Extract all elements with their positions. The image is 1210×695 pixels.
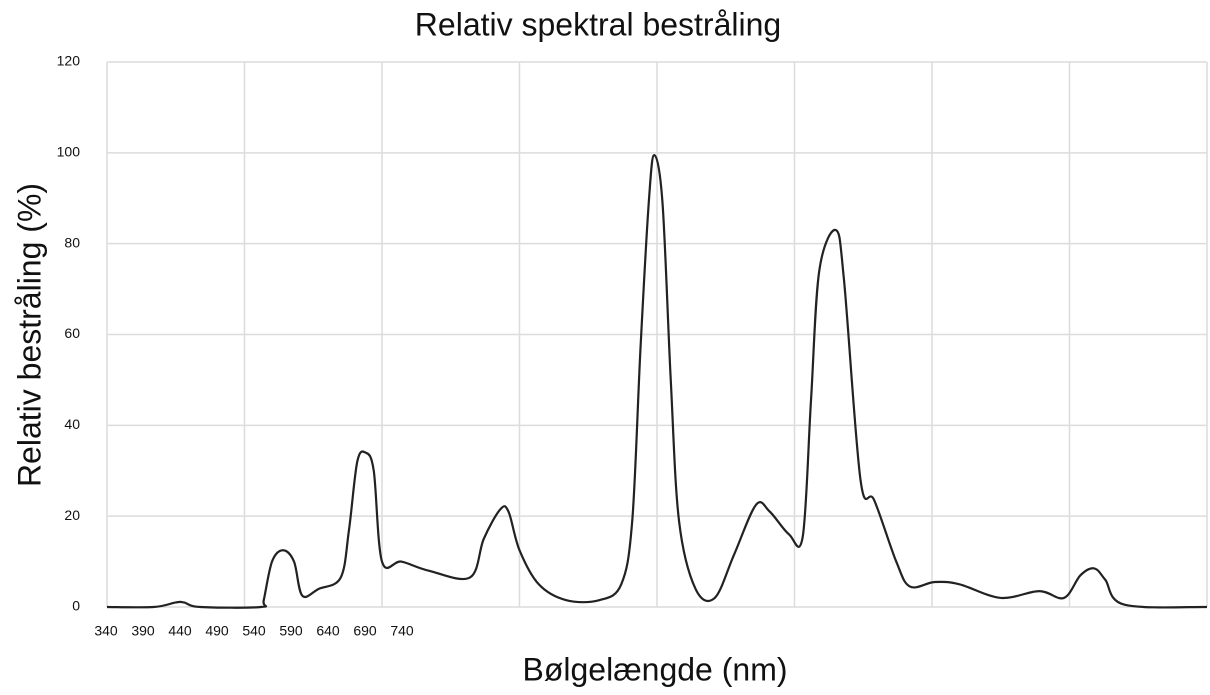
x-tick-label: 740 xyxy=(390,623,414,639)
x-tick-label: 390 xyxy=(131,623,155,639)
x-tick-label: 540 xyxy=(242,623,266,639)
y-tick-label: 60 xyxy=(64,325,80,341)
y-tick-label: 80 xyxy=(64,234,80,250)
x-tick-label: 340 xyxy=(94,623,118,639)
x-tick-label: 640 xyxy=(316,623,340,639)
x-tick-label: 690 xyxy=(353,623,377,639)
y-tick-label: 40 xyxy=(64,416,80,432)
y-tick-label: 20 xyxy=(64,507,80,523)
x-axis-label: Bølgelængde (nm) xyxy=(523,651,788,687)
x-tick-label: 440 xyxy=(168,623,192,639)
y-tick-label: 0 xyxy=(72,598,80,614)
y-tick-label: 100 xyxy=(57,144,81,160)
x-tick-label: 490 xyxy=(205,623,229,639)
y-tick-label: 120 xyxy=(57,53,81,69)
y-axis-label: Relativ bestråling (%) xyxy=(11,183,47,487)
chart-title: Relativ spektral bestråling xyxy=(415,6,781,42)
spectrum-line xyxy=(106,154,1208,609)
x-tick-label: 590 xyxy=(279,623,303,639)
